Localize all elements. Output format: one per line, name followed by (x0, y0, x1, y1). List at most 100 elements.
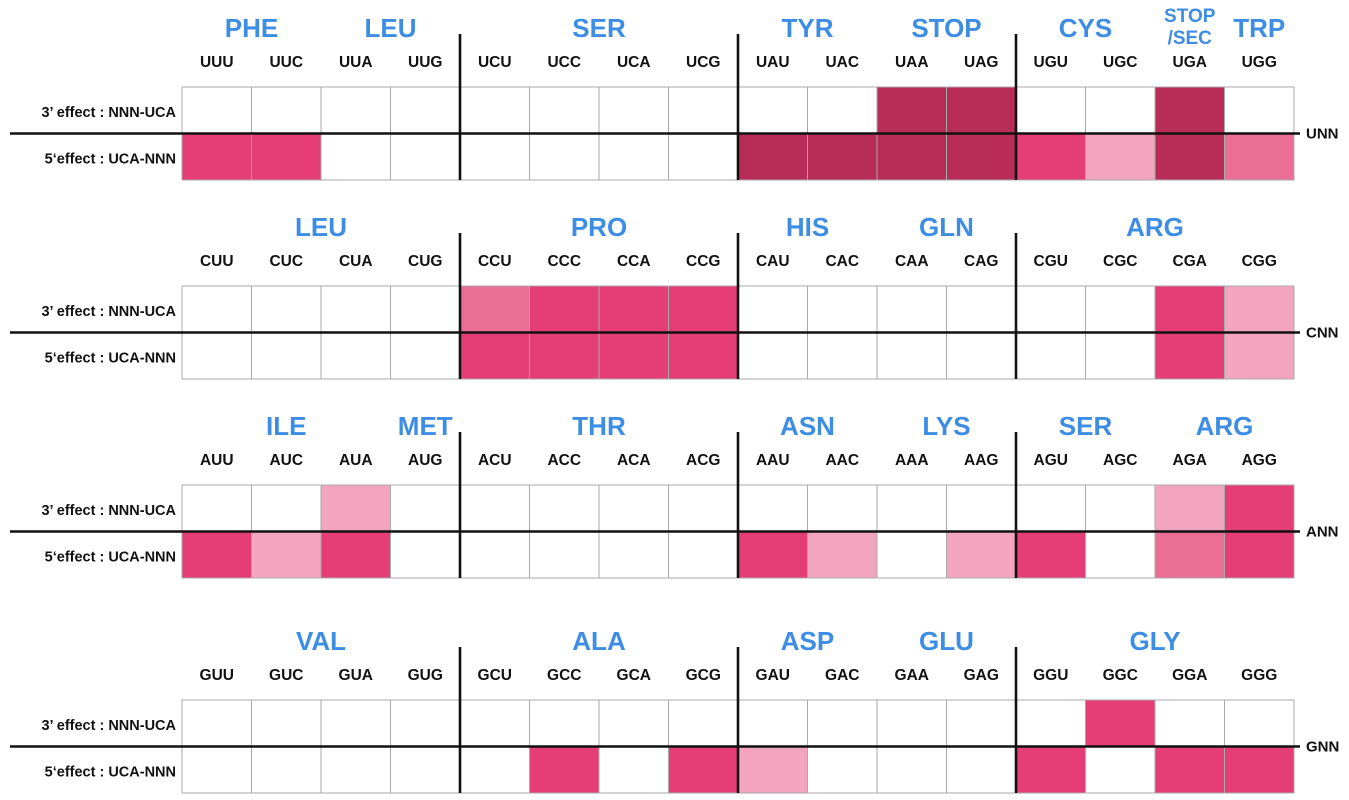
codon-label: GUC (269, 667, 303, 684)
effect-cell-5prime-none (737, 332, 808, 380)
effect-cell-3prime-none (737, 484, 808, 532)
amino-acid-label: SER (1059, 411, 1113, 441)
effect-cell-5prime-light (807, 531, 878, 579)
effect-cell-3prime-none (807, 484, 878, 532)
codon-label: AUU (200, 452, 234, 469)
codon-label: AAG (964, 452, 998, 469)
effect-cell-3prime-none (390, 484, 461, 532)
codon-label: CAU (756, 253, 790, 270)
codon-label: UAA (895, 54, 929, 71)
effect-cell-5prime-light (946, 531, 1017, 579)
amino-acid-label: TRP (1233, 13, 1285, 43)
effect-cell-5prime-strong (181, 133, 252, 181)
amino-acid-label: ASP (781, 626, 834, 656)
row-label-3prime: 3’ effect : NNN-UCA (41, 503, 176, 519)
effect-cell-5prime-none (529, 531, 600, 579)
effect-cell-5prime-strong (1015, 531, 1086, 579)
effect-cell-3prime-none (1015, 285, 1086, 333)
effect-cell-5prime-none (807, 746, 878, 794)
amino-acid-label: ILE (266, 411, 306, 441)
effect-cell-3prime-none (1085, 285, 1156, 333)
codon-label: UAG (964, 54, 998, 71)
codon-label: AUA (339, 452, 373, 469)
codon-label: CCG (686, 253, 720, 270)
amino-acid-label: ASN (780, 411, 835, 441)
effect-cell-5prime-strong (1015, 746, 1086, 794)
effect-cell-5prime-strong (737, 531, 808, 579)
codon-label: AGC (1103, 452, 1137, 469)
group-label: CNN (1306, 325, 1339, 342)
row-label-3prime: 3’ effect : NNN-UCA (41, 718, 176, 734)
codon-label: AGA (1173, 452, 1207, 469)
effect-cell-5prime-none (1085, 531, 1156, 579)
amino-acid-label: ALA (572, 626, 626, 656)
amino-acid-label: TYR (782, 13, 834, 43)
effect-cell-3prime-none (320, 699, 391, 747)
codon-label: ACG (686, 452, 720, 469)
row-label-3prime: 3’ effect : NNN-UCA (41, 105, 176, 121)
amino-acid-label: STOP (1164, 6, 1216, 27)
effect-cell-5prime-none (390, 746, 461, 794)
codon-label: AAU (756, 452, 790, 469)
effect-cell-3prime-strong (1224, 484, 1295, 532)
effect-cell-3prime-none (946, 484, 1017, 532)
effect-cell-3prime-light (320, 484, 391, 532)
row-label-5prime: 5‘effect : UCA-NNN (45, 351, 176, 367)
effect-cell-5prime-none (1085, 746, 1156, 794)
effect-cell-5prime-strong (529, 332, 600, 380)
effect-cell-3prime-none (390, 285, 461, 333)
effect-cell-5prime-none (876, 746, 947, 794)
effect-cell-3prime-none (251, 484, 322, 532)
effect-cell-5prime-light (1085, 133, 1156, 181)
group-label: UNN (1306, 126, 1339, 143)
effect-cell-5prime-strong (598, 332, 669, 380)
effect-cell-5prime-none (459, 531, 530, 579)
effect-cell-5prime-none (1085, 332, 1156, 380)
codon-label: UGA (1173, 54, 1207, 71)
effect-cell-3prime-none (251, 285, 322, 333)
effect-cell-5prime-stop (1154, 133, 1225, 181)
effect-cell-5prime-none (459, 133, 530, 181)
codon-label: CGC (1103, 253, 1137, 270)
effect-cell-3prime-none (876, 484, 947, 532)
codon-label: CAG (964, 253, 998, 270)
effect-cell-5prime-strong (1015, 133, 1086, 181)
amino-acid-label: THR (572, 411, 626, 441)
codon-label: UUC (269, 54, 303, 71)
effect-cell-5prime-medium (1154, 531, 1225, 579)
effect-cell-3prime-none (320, 86, 391, 134)
group-label: ANN (1306, 524, 1339, 541)
codon-label: UCC (547, 54, 581, 71)
codon-label: AUC (269, 452, 303, 469)
effect-cell-3prime-medium (459, 285, 530, 333)
effect-cell-3prime-none (251, 86, 322, 134)
effect-cell-5prime-none (1015, 332, 1086, 380)
row-label-5prime: 5‘effect : UCA-NNN (45, 765, 176, 781)
codon-label: ACC (547, 452, 581, 469)
group-label: GNN (1306, 739, 1339, 756)
effect-cell-5prime-strong (668, 332, 739, 380)
effect-cell-5prime-light (1224, 332, 1295, 380)
effect-cell-5prime-none (181, 746, 252, 794)
row-label-3prime: 3’ effect : NNN-UCA (41, 304, 176, 320)
effect-cell-5prime-none (598, 746, 669, 794)
effect-cell-3prime-none (390, 699, 461, 747)
effect-cell-3prime-none (529, 484, 600, 532)
codon-label: GAC (825, 667, 859, 684)
effect-cell-3prime-none (946, 285, 1017, 333)
codon-label: UAC (825, 54, 859, 71)
effect-cell-5prime-stop (807, 133, 878, 181)
codon-label: CCU (478, 253, 512, 270)
effect-cell-3prime-none (459, 699, 530, 747)
codon-label: UGC (1103, 54, 1137, 71)
effect-cell-3prime-none (181, 484, 252, 532)
effect-cell-5prime-none (390, 133, 461, 181)
effect-cell-3prime-none (876, 285, 947, 333)
codon-label: GCG (686, 667, 721, 684)
effect-cell-5prime-none (598, 133, 669, 181)
codon-label: AAC (825, 452, 859, 469)
effect-cell-5prime-none (668, 531, 739, 579)
effect-cell-3prime-none (320, 285, 391, 333)
codon-label: CGG (1242, 253, 1277, 270)
amino-acid-label: GLY (1129, 626, 1180, 656)
